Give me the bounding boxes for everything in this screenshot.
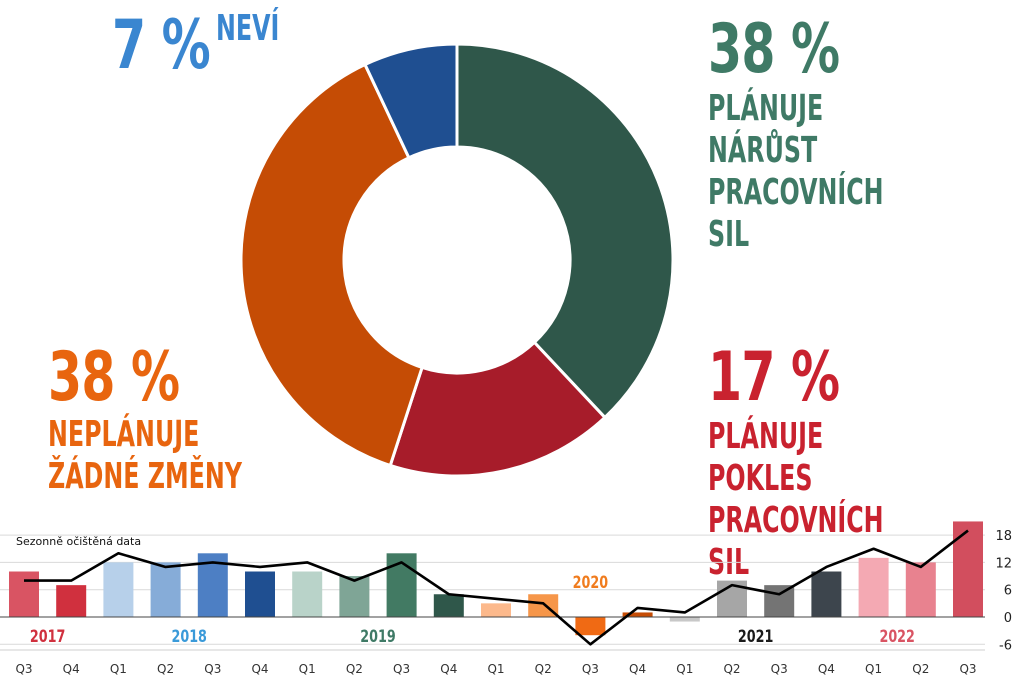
x-tick-label: Q4	[63, 662, 80, 676]
x-tick-label: Q4	[629, 662, 646, 676]
x-tick-label: Q3	[393, 662, 410, 676]
x-tick-label: Q2	[346, 662, 363, 676]
donut-slice	[239, 62, 424, 468]
x-tick-label: Q1	[110, 662, 127, 676]
x-tick-label: Q2	[912, 662, 929, 676]
bar	[433, 594, 464, 617]
bar	[56, 585, 87, 617]
y-tick-label: 18	[995, 529, 1012, 544]
year-label: 2020	[573, 572, 608, 592]
x-tick-label: Q4	[818, 662, 835, 676]
trend-line	[24, 529, 969, 646]
y-tick-label: 12	[995, 556, 1012, 571]
donut-slice	[363, 42, 459, 160]
bar	[9, 571, 39, 617]
y-tick-label: 6	[1004, 584, 1012, 599]
slice-label-nochange: NEPLÁNUJE ŽÁDNÉ ZMĚNY	[48, 414, 242, 497]
bar	[481, 603, 511, 617]
bar	[905, 562, 936, 617]
year-label: 2018	[171, 626, 206, 646]
x-tick-label: Q4	[251, 662, 268, 676]
x-tick-label: Q2	[157, 662, 174, 676]
bar	[103, 562, 134, 617]
bar	[669, 617, 700, 622]
bar	[150, 562, 181, 617]
slice-pct-unknown: 7 %	[112, 6, 211, 85]
chart-title: Sezonně očištěná data	[16, 535, 141, 548]
bar	[575, 617, 606, 636]
x-tick-label: Q3	[15, 662, 32, 676]
history-chart: 18 12 6 0 -6 Q3 Q4 Q1 Q2 Q3 Q4 Q1 Q2 Q3 Q4 Q1 Q2 Q3 Q4 Q1 Q2…	[0, 521, 1012, 676]
slice-pct-nochange: 38 %	[48, 338, 180, 417]
bar	[858, 557, 889, 617]
y-tick-label: -6	[999, 638, 1012, 653]
x-tick-label: Q4	[440, 662, 457, 676]
bar	[953, 521, 983, 617]
donut-slice	[455, 42, 675, 420]
x-tick-label: Q3	[771, 662, 788, 676]
bar	[245, 571, 275, 617]
x-tick-label: Q1	[487, 662, 504, 676]
x-tick-label: Q1	[865, 662, 882, 676]
x-tick-label: Q3	[582, 662, 599, 676]
slice-label-grow: PLÁNUJE NÁRŮST PRACOVNÍCH SIL	[708, 88, 884, 255]
year-label: 2021	[738, 626, 773, 646]
slice-label-decline: PLÁNUJE POKLES PRACOVNÍCH SIL	[708, 416, 884, 583]
year-label: 2022	[879, 626, 914, 646]
bar	[339, 576, 370, 617]
x-tick-label: Q2	[723, 662, 740, 676]
slice-pct-decline: 17 %	[708, 338, 840, 417]
bar	[292, 571, 323, 617]
x-tick-label: Q3	[959, 662, 976, 676]
slice-label-unknown: NEVÍ	[216, 8, 280, 49]
x-tick-label: Q1	[676, 662, 693, 676]
year-label: 2019	[360, 626, 395, 646]
bar	[764, 585, 795, 617]
x-tick-label: Q2	[535, 662, 552, 676]
x-tick-label: Q1	[299, 662, 316, 676]
year-label: 2017	[30, 626, 65, 646]
donut-slice	[388, 340, 607, 478]
x-tick-label: Q3	[204, 662, 221, 676]
bar	[622, 612, 653, 617]
slice-pct-grow: 38 %	[708, 10, 840, 89]
donut-chart	[239, 42, 675, 478]
y-tick-label: 0	[1004, 611, 1012, 626]
bar	[811, 571, 842, 617]
